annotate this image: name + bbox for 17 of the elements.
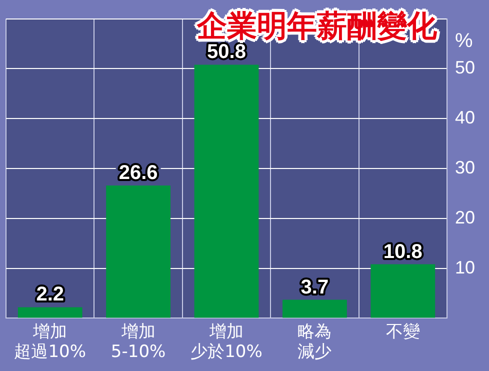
y-tick-label: 50 — [455, 58, 476, 78]
data-label: 50.8 — [207, 41, 246, 64]
x-tick-label: 增加少於10% — [190, 322, 262, 362]
data-label: 26.6 — [118, 162, 158, 184]
y-tick-label: 30 — [455, 157, 476, 178]
data-label: 2.2 — [36, 284, 64, 306]
data-label: 10.8 — [383, 240, 422, 263]
y-axis-title: % — [455, 30, 473, 53]
y-tick-label: 10 — [455, 257, 476, 278]
data-label: 3.7 — [300, 276, 329, 298]
y-tick-label: 20 — [455, 207, 476, 228]
bar — [106, 185, 170, 318]
y-tick-label: 40 — [455, 108, 476, 128]
x-tick-label: 增加超過10% — [14, 322, 86, 362]
x-tick-label: 略為減少 — [298, 322, 332, 362]
x-tick-label: 增加5-10% — [110, 322, 166, 362]
x-tick-label: 不變 — [386, 322, 420, 342]
